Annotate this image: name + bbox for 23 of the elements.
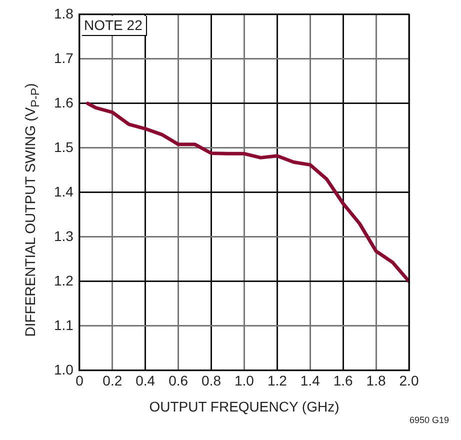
y-tick-label: 1.0 (54, 361, 74, 378)
x-tick-label: 1.6 (333, 372, 354, 389)
x-tick-label: 1.4 (300, 372, 320, 389)
x-axis-title: OUTPUT FREQUENCY (GHz) (149, 398, 340, 414)
x-tick-label: 1.2 (267, 372, 288, 389)
text: 6950 G19 (409, 415, 449, 425)
y-tick-label: 1.5 (54, 138, 74, 155)
x-tick-label: 0.8 (202, 372, 222, 389)
x-tick-label: 0 (76, 372, 84, 389)
x-tick-label: 0.4 (136, 372, 156, 389)
x-tick-label: 2.0 (399, 372, 419, 389)
x-tick-label: 1.8 (366, 372, 386, 389)
y-tick-label: 1.7 (54, 50, 74, 66)
y-tick-label: 1.6 (54, 94, 74, 110)
y-tick-label: 1.4 (54, 183, 74, 200)
y-tick-label: 1.8 (54, 5, 74, 22)
x-tick-label: 0.6 (168, 372, 188, 389)
y-tick-label: 1.1 (54, 316, 74, 333)
annotation: NOTE 22 (82, 16, 148, 36)
y-tick-label: 1.2 (54, 272, 74, 288)
x-tick-label: 0.2 (102, 372, 122, 389)
x-tick-label: 1.0 (234, 372, 254, 389)
y-tick-label: 1.3 (54, 228, 74, 244)
